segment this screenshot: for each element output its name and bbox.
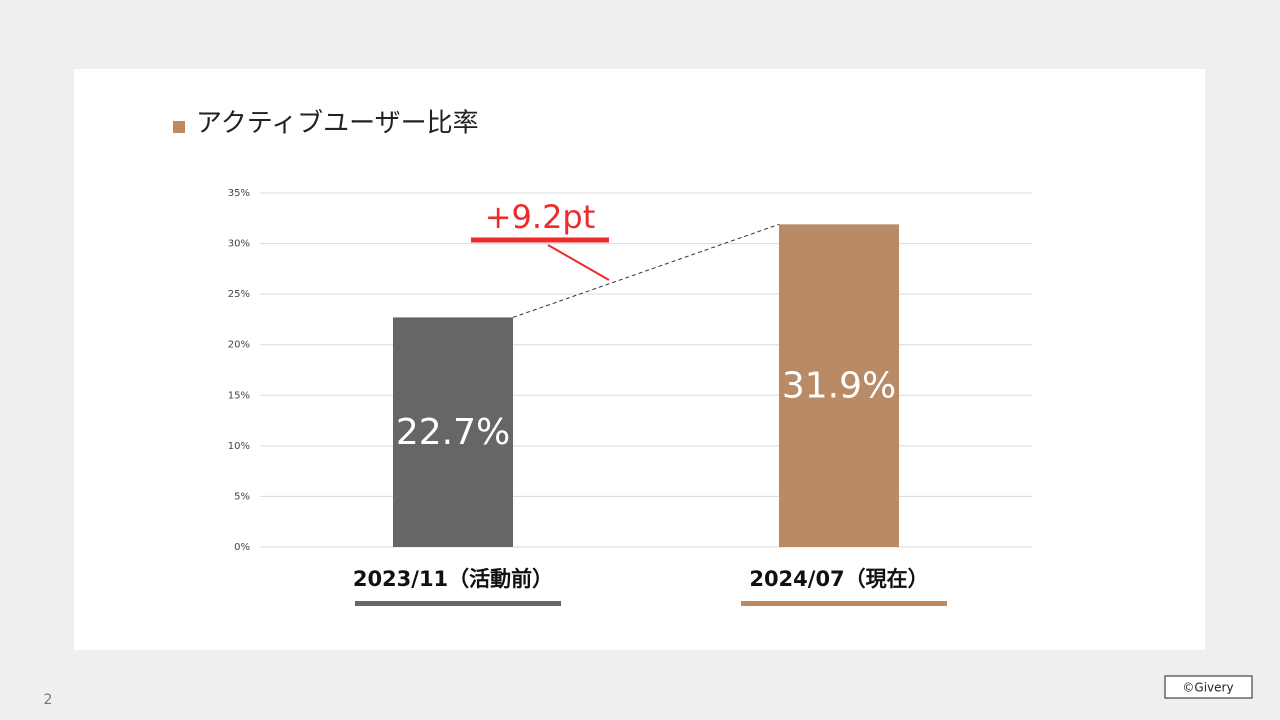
y-tick-label: 0% xyxy=(234,542,250,553)
legend-marker xyxy=(173,121,185,133)
y-tick-label: 30% xyxy=(228,239,250,250)
y-tick-label: 35% xyxy=(228,188,250,199)
value-label: 22.7% xyxy=(396,412,510,453)
x-tick-label: 2024/07（現在） xyxy=(749,567,928,591)
x-tick-label: 2023/11（活動前） xyxy=(353,567,553,591)
page-number: 2 xyxy=(44,692,53,708)
category-underline xyxy=(741,601,947,606)
bar xyxy=(779,224,899,547)
y-tick-label: 25% xyxy=(228,289,250,300)
y-tick-label: 5% xyxy=(234,491,250,502)
annotation: +9.2pt xyxy=(485,198,596,236)
category-underline xyxy=(355,601,561,606)
y-tick-label: 20% xyxy=(228,340,250,351)
y-tick-label: 10% xyxy=(228,441,250,452)
copyright: ©Givery xyxy=(1182,681,1233,695)
legend-label: アクティブユーザー比率 xyxy=(196,109,479,139)
bar xyxy=(393,317,513,547)
y-tick-label: 15% xyxy=(228,390,250,401)
panel xyxy=(74,69,1205,650)
value-label: 31.9% xyxy=(782,366,896,407)
annotation-pointer xyxy=(547,244,610,281)
copyright-box xyxy=(1164,675,1253,699)
connector xyxy=(512,223,780,318)
